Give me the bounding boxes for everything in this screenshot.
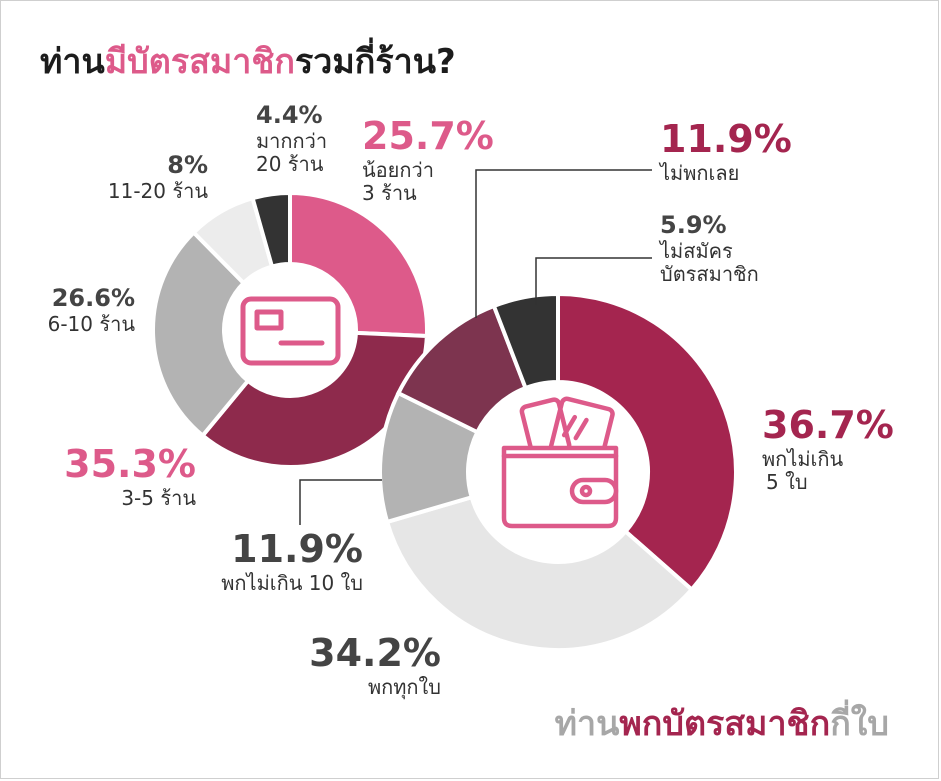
wallet-with-cards-icon bbox=[501, 396, 619, 529]
membership-card-icon bbox=[240, 296, 341, 366]
pct-over-20: 4.4% bbox=[256, 101, 323, 129]
stores-slice-0 bbox=[288, 190, 429, 339]
title-part-1: ท่าน bbox=[40, 42, 105, 82]
page-title: ท่านมีบัตรสมาชิกรวมกี่ร้าน? bbox=[40, 34, 456, 88]
stores-slice-4 bbox=[250, 190, 292, 269]
pct-not-registered: 5.9% bbox=[660, 211, 727, 239]
leader-line-none bbox=[475, 169, 652, 318]
label-all-cards: 34.2% พกทุกใบ bbox=[309, 631, 441, 699]
label-over-20-stores: 4.4% มากกว่า 20 ร้าน bbox=[256, 101, 328, 176]
label-less-than-3-stores: 25.7% น้อยกว่า 3 ร้าน bbox=[362, 114, 494, 205]
label-none-carried: 11.9% ไม่พกเลย bbox=[660, 117, 792, 185]
text-max-5-line2: 5 ใบ bbox=[766, 469, 808, 494]
text-less-than-3-line2: 3 ร้าน bbox=[362, 180, 417, 205]
pct-11-20: 8% bbox=[167, 151, 208, 179]
text-not-registered-line1: ไม่สมัคร bbox=[660, 238, 733, 263]
text-not-registered-line2: บัตรสมาชิก bbox=[660, 261, 759, 286]
cards-slice-0 bbox=[556, 291, 738, 593]
pct-less-than-3: 25.7% bbox=[362, 114, 494, 158]
subtitle-part-2: พกบัตรสมาชิก bbox=[619, 704, 831, 744]
text-max-5-line1: พกไม่เกิน bbox=[762, 446, 844, 471]
pct-3-5: 35.3% bbox=[64, 442, 196, 486]
text-over-20-line2: 20 ร้าน bbox=[256, 151, 324, 176]
label-max-5-cards: 36.7% พกไม่เกิน 5 ใบ bbox=[762, 403, 894, 494]
pct-max-10: 11.9% bbox=[231, 527, 363, 571]
label-not-registered: 5.9% ไม่สมัคร บัตรสมาชิก bbox=[660, 211, 759, 286]
leader-line-no-register bbox=[535, 257, 652, 305]
label-3-5-stores: 35.3% 3-5 ร้าน bbox=[64, 442, 196, 510]
label-11-20-stores: 8% 11-20 ร้าน bbox=[107, 151, 208, 203]
text-none: ไม่พกเลย bbox=[660, 160, 740, 185]
pct-max-5: 36.7% bbox=[762, 403, 894, 447]
text-3-5: 3-5 ร้าน bbox=[121, 485, 196, 510]
chart-2-title: ท่านพกบัตรสมาชิกกี่ใบ bbox=[555, 696, 889, 750]
subtitle-part-3: กี่ใบ bbox=[830, 704, 889, 744]
cards-slice-4 bbox=[491, 291, 560, 391]
stores-slice-2 bbox=[151, 229, 251, 439]
text-all: พกทุกใบ bbox=[367, 674, 441, 699]
text-over-20-line1: มากกว่า bbox=[256, 128, 328, 153]
text-less-than-3-line1: น้อยกว่า bbox=[362, 157, 434, 182]
cards-slice-1 bbox=[384, 494, 695, 652]
pct-none: 11.9% bbox=[660, 117, 792, 161]
pct-6-10: 26.6% bbox=[51, 284, 135, 312]
label-max-10-cards: 11.9% พกไม่เกิน 10 ใบ bbox=[221, 527, 363, 595]
text-11-20: 11-20 ร้าน bbox=[107, 178, 208, 203]
donut-chart-cards-carried bbox=[378, 291, 738, 652]
pct-all: 34.2% bbox=[309, 631, 441, 675]
label-6-10-stores: 26.6% 6-10 ร้าน bbox=[47, 284, 135, 336]
title-part-2: มีบัตรสมาชิก bbox=[104, 42, 296, 82]
subtitle-part-1: ท่าน bbox=[554, 704, 620, 744]
leader-line-max10 bbox=[299, 479, 382, 525]
title-part-3: รวมกี่ร้าน? bbox=[295, 42, 456, 82]
text-max-10: พกไม่เกิน 10 ใบ bbox=[221, 570, 363, 595]
text-6-10: 6-10 ร้าน bbox=[47, 311, 135, 336]
